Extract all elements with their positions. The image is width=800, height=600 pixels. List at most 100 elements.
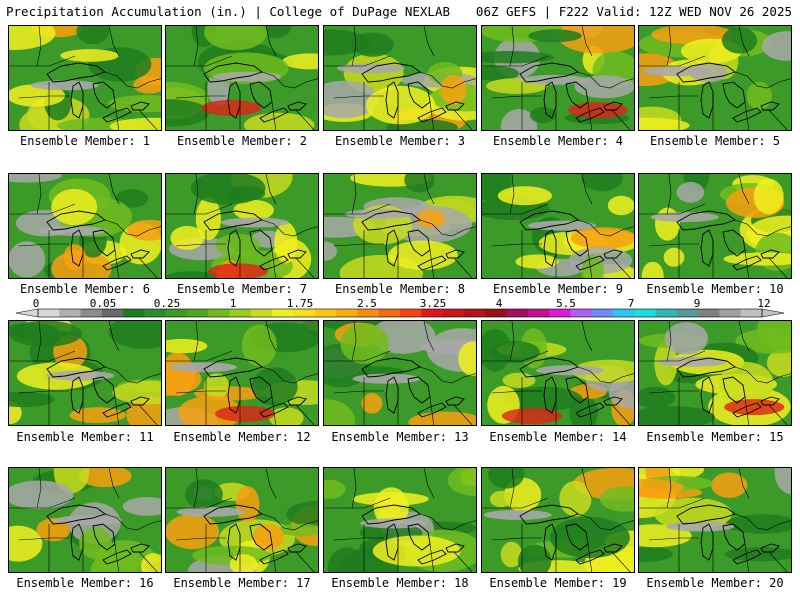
colorbar-swatch (229, 309, 252, 317)
state-border (521, 524, 631, 572)
ensemble-map-panel (165, 173, 319, 279)
precip-contour-blob (639, 478, 684, 496)
precip-map (166, 468, 318, 572)
lake-outline (543, 523, 557, 561)
precip-contour-blob (416, 209, 446, 228)
state-border (324, 55, 476, 89)
precip-contour-blob (500, 541, 523, 568)
precip-map (9, 321, 161, 425)
ensemble-member-label: Ensemble Member: 3 (334, 134, 466, 148)
precip-contour-blob (36, 518, 71, 542)
lake-outline (385, 229, 399, 267)
precip-map (324, 26, 476, 130)
colorbar-swatch (421, 309, 444, 317)
lake-outline (407, 81, 431, 109)
lake-outline (565, 229, 589, 257)
lake-outline (565, 376, 589, 404)
lake-outline (543, 229, 557, 267)
ensemble-member-label: Ensemble Member: 9 (492, 282, 624, 296)
precip-contour-blob (482, 66, 519, 81)
ensemble-member-label: Ensemble Member: 1 (19, 134, 151, 148)
lake-outline (407, 376, 431, 404)
lake-outline (417, 549, 447, 565)
colorbar-swatch (357, 309, 380, 317)
colorbar-tick-label: 9 (693, 297, 701, 310)
precipitation-colorbar (15, 308, 785, 318)
state-border (205, 377, 315, 425)
lake-outline (249, 229, 273, 257)
lake-outline (519, 62, 579, 83)
precip-contour-blob (528, 29, 582, 43)
lake-outline (70, 376, 84, 414)
lake-outline (417, 255, 447, 271)
lake-outline (603, 101, 623, 111)
lake-outline (287, 396, 307, 406)
ensemble-map-panel (165, 25, 319, 131)
state-border (48, 230, 158, 278)
lake-outline (102, 107, 132, 123)
lake-outline (287, 101, 307, 111)
precip-contour-blob (190, 174, 266, 205)
precip-contour-blob (766, 348, 791, 377)
lake-outline (259, 402, 289, 418)
lake-outline (575, 107, 605, 123)
colorbar-swatch (123, 309, 145, 317)
precip-contour-blob (277, 523, 318, 537)
lake-outline (130, 543, 150, 553)
colorbar-swatch (719, 309, 742, 317)
light-precip-band (38, 225, 107, 236)
colorbar-tick-label: 4 (495, 297, 503, 310)
precip-contour-blob (9, 525, 43, 562)
lake-outline (361, 62, 421, 83)
lake-outline (249, 376, 273, 404)
state-border (166, 203, 318, 237)
colorbar-tick-label: 0.05 (89, 297, 117, 310)
precip-map (324, 468, 476, 572)
light-precip-band (352, 373, 421, 384)
precip-contour-blob (559, 480, 592, 517)
precip-contour-blob (141, 553, 161, 572)
lake-outline (361, 504, 421, 525)
state-border (48, 82, 158, 130)
state-border (324, 203, 476, 237)
lake-outline (722, 523, 746, 551)
precip-map (639, 468, 791, 572)
lake-outline (259, 255, 289, 271)
lake-outline (722, 81, 746, 109)
lake-outline (676, 62, 736, 83)
lake-outline (102, 255, 132, 271)
ensemble-member-label: Ensemble Member: 5 (649, 134, 781, 148)
colorbar-swatch (527, 309, 550, 317)
lake-outline (92, 81, 116, 109)
ensemble-map-panel (8, 467, 162, 573)
lake-outline (259, 549, 289, 565)
lake-outline (575, 549, 605, 565)
colorbar-swatch (250, 309, 273, 317)
colorbar-swatch (38, 309, 60, 317)
precip-contour-blob (447, 468, 476, 496)
ensemble-map-panel (8, 173, 162, 279)
light-precip-band (528, 220, 597, 231)
colorbar-tick-label: 3.25 (419, 297, 447, 310)
state-border (482, 350, 634, 384)
colorbar-tick-label: 12 (757, 297, 771, 310)
state-border (482, 203, 634, 237)
colorbar-outline (37, 308, 763, 318)
lake-outline (676, 210, 736, 231)
colorbar-swatch (400, 309, 422, 317)
ensemble-member-label: Ensemble Member: 10 (646, 282, 784, 296)
lake-outline (203, 504, 263, 525)
lake-outline (732, 549, 762, 565)
ensemble-member-label: Ensemble Member: 14 (489, 430, 627, 444)
lake-outline (543, 376, 557, 414)
colorbar-swatch (144, 309, 167, 317)
lake-outline (445, 101, 465, 111)
lake-outline (203, 62, 263, 83)
precip-contour-blob (9, 26, 56, 50)
lake-outline (722, 376, 746, 404)
precip-contour-blob (365, 85, 436, 125)
lake-outline (700, 229, 714, 267)
precip-contour-blob (235, 486, 260, 523)
ensemble-map-panel (481, 173, 635, 279)
heavy-precip-band (208, 263, 269, 278)
